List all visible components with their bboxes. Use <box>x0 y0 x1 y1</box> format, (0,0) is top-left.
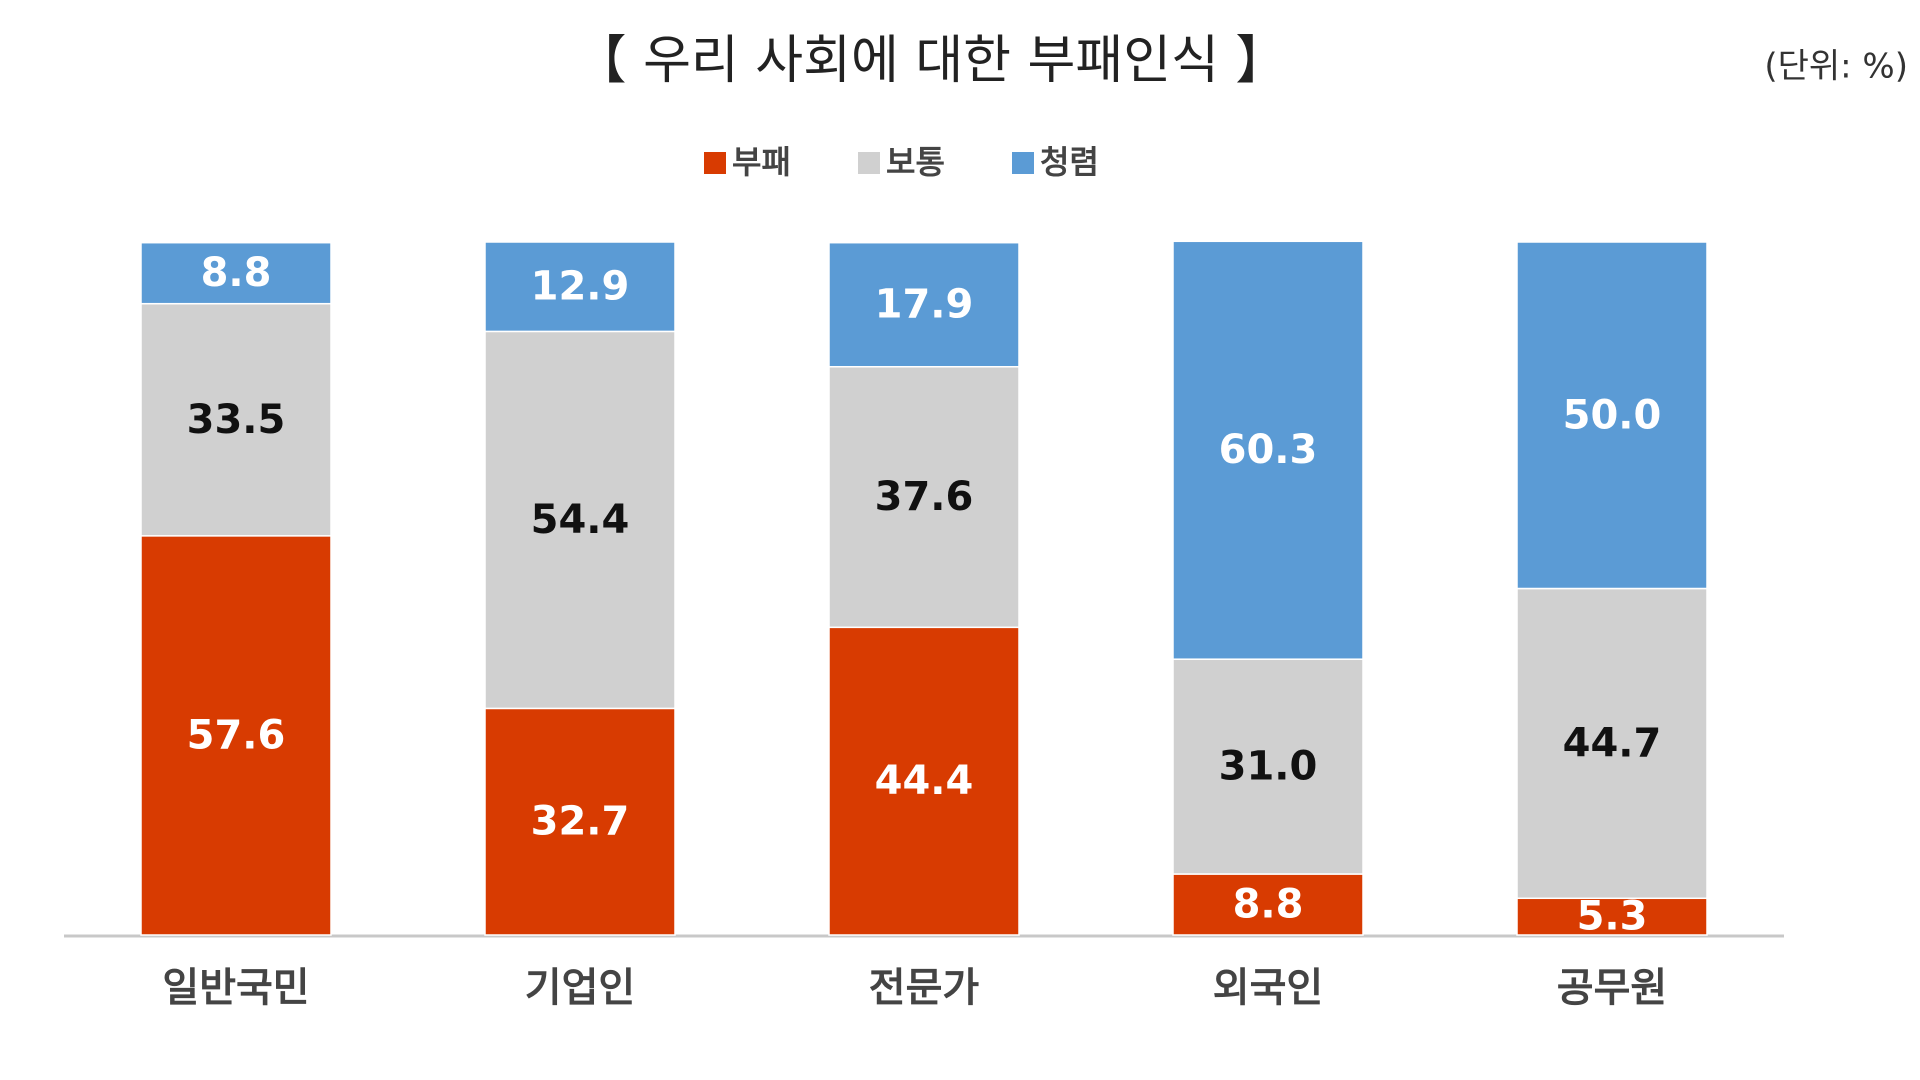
legend-label: 보통 <box>886 143 945 181</box>
bar-segment <box>1516 587 1708 900</box>
value-label: 50.0 <box>1563 392 1662 438</box>
bar-segment <box>484 330 676 710</box>
chart-title: 【 우리 사회에 대한 부패인식 】 <box>575 31 1288 91</box>
x-tick-label: 외국인 <box>1213 965 1323 1011</box>
value-label: 8.8 <box>1233 882 1304 928</box>
value-label: 54.4 <box>531 497 630 543</box>
value-label: 5.3 <box>1577 894 1648 940</box>
bar-segment <box>1516 897 1708 936</box>
bar-segment <box>828 626 1020 936</box>
value-label: 57.6 <box>187 712 286 758</box>
value-label: 33.5 <box>187 397 286 443</box>
x-tick-label: 공무원 <box>1557 965 1667 1011</box>
legend-swatch <box>704 152 726 174</box>
x-tick-label: 전문가 <box>869 965 980 1011</box>
bar-segment <box>1172 240 1364 660</box>
bar-segment <box>140 535 332 936</box>
legend-swatch <box>858 152 880 174</box>
legend-label: 청렴 <box>1040 143 1099 181</box>
x-tick-label: 기업인 <box>525 965 635 1011</box>
legend-swatch <box>1012 152 1034 174</box>
value-label: 17.9 <box>875 282 974 328</box>
bar-segment <box>1172 873 1364 936</box>
value-label: 32.7 <box>531 799 630 845</box>
value-label: 31.0 <box>1219 744 1318 790</box>
bar-segment <box>828 241 1020 368</box>
value-label: 44.4 <box>875 758 974 804</box>
bar-segment <box>1516 241 1708 590</box>
x-tick-label: 일반국민 <box>162 965 309 1011</box>
value-label: 44.7 <box>1563 720 1662 766</box>
unit-label: (단위: %) <box>1764 47 1908 87</box>
value-label: 12.9 <box>531 264 630 310</box>
bar-segment <box>484 241 676 333</box>
value-label: 8.8 <box>201 250 272 296</box>
value-label: 37.6 <box>875 474 974 520</box>
legend-label: 부패 <box>732 143 791 181</box>
value-label: 60.3 <box>1219 427 1318 473</box>
bar-segment <box>1172 658 1364 875</box>
bar-segment <box>484 707 676 936</box>
bar-segment <box>140 302 332 537</box>
bar-segment <box>140 241 332 305</box>
bar-segment <box>828 365 1020 629</box>
